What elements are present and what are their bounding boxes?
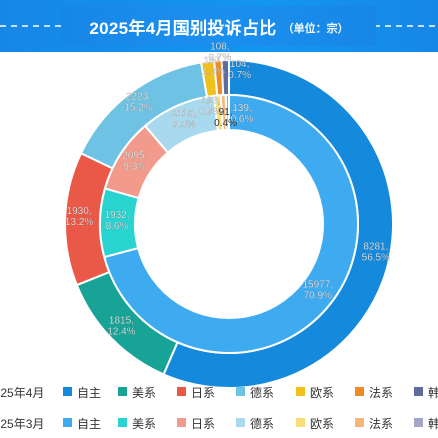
data-label-inner-德系: 2115, 9.4% [172,108,196,130]
data-label-outer-法系: 108, 0.7% [208,41,231,63]
title-group: 2025年4月国别投诉占比 （单位：宗） [0,0,438,52]
legend-swatch [296,418,305,427]
legend-swatch [355,387,364,396]
legend-item-label: 韩系 [428,417,438,431]
data-label-outer-美系: 1815, 12.4% [107,316,135,338]
legend-swatch [177,387,186,396]
legend-row: 2025年4月 自主 美系 日系 德系 欧系 法系 韩系 [0,382,438,402]
donut-data-labels: 8281, 56.5% 1815, 12.4% 1930, 13.2% 2223, 15.2%… [65,41,391,338]
data-label-inner-日系: 2095, 9.3% [122,150,147,172]
legend-item-label: 德系 [250,417,275,431]
legend-swatch [414,387,423,396]
legend-item-label: 欧系 [310,386,335,400]
legend-item-label: 法系 [369,417,394,431]
legend-swatch [63,418,72,427]
legend-row-label: 2025年4月 [0,386,45,400]
legend-swatch [118,418,127,427]
slice-inner-自主 [103,93,359,354]
data-label-inner-法系: 139, 0.6% [231,103,254,125]
legend-swatch [414,418,423,427]
legend-swatch [296,387,305,396]
legend-row: 2025年3月 自主 美系 日系 德系 欧系 法系 韩系 [0,413,438,433]
chart-unit-subtitle: （单位：宗） [282,22,349,35]
legend-row-label: 2025年3月 [0,417,45,431]
data-label-outer-德系: 2223, 15.2% [124,91,152,113]
legend-swatch [236,387,245,396]
data-label-inner-韩系: 91, 0.4% [214,107,237,129]
legend-item-label: 美系 [132,417,157,431]
data-label-outer-自主: 8281, 56.5% [362,242,390,264]
legend-swatch [63,387,72,396]
legend-item-label: 欧系 [310,417,335,431]
legend-item-label: 日系 [191,386,216,400]
slice-inner-韩系 [224,93,230,132]
legend-item-label: 日系 [191,417,216,431]
data-label-outer-韩系: 104, 0.7% [228,59,251,81]
data-label-inner-自主: 15977, 70.9% [302,279,333,301]
legend-swatch [118,387,127,396]
legend-swatch [236,418,245,427]
legend-item-label: 韩系 [428,386,438,400]
chart-title: 2025年4月国别投诉占比 [89,18,277,38]
data-label-inner-欧系: 193, 0.9% [199,95,222,117]
data-label-outer-欧系: 187, 1.3% [202,55,225,77]
donut-slices [64,58,394,389]
data-label-outer-日系: 1930, 13.2% [65,206,93,228]
legend-item-label: 自主 [77,417,102,431]
title-banner: 2025年4月国别投诉占比 （单位：宗） [0,0,438,52]
legend-item-label: 德系 [250,386,275,400]
legend-item-label: 法系 [369,386,394,400]
legend-item-label: 美系 [132,386,157,400]
data-label-inner-美系: 1932, 8.6% [104,210,129,232]
legend-swatch [355,418,364,427]
legend-item-label: 自主 [77,386,102,400]
banner-center-band [62,6,376,46]
legend-swatch [177,418,186,427]
